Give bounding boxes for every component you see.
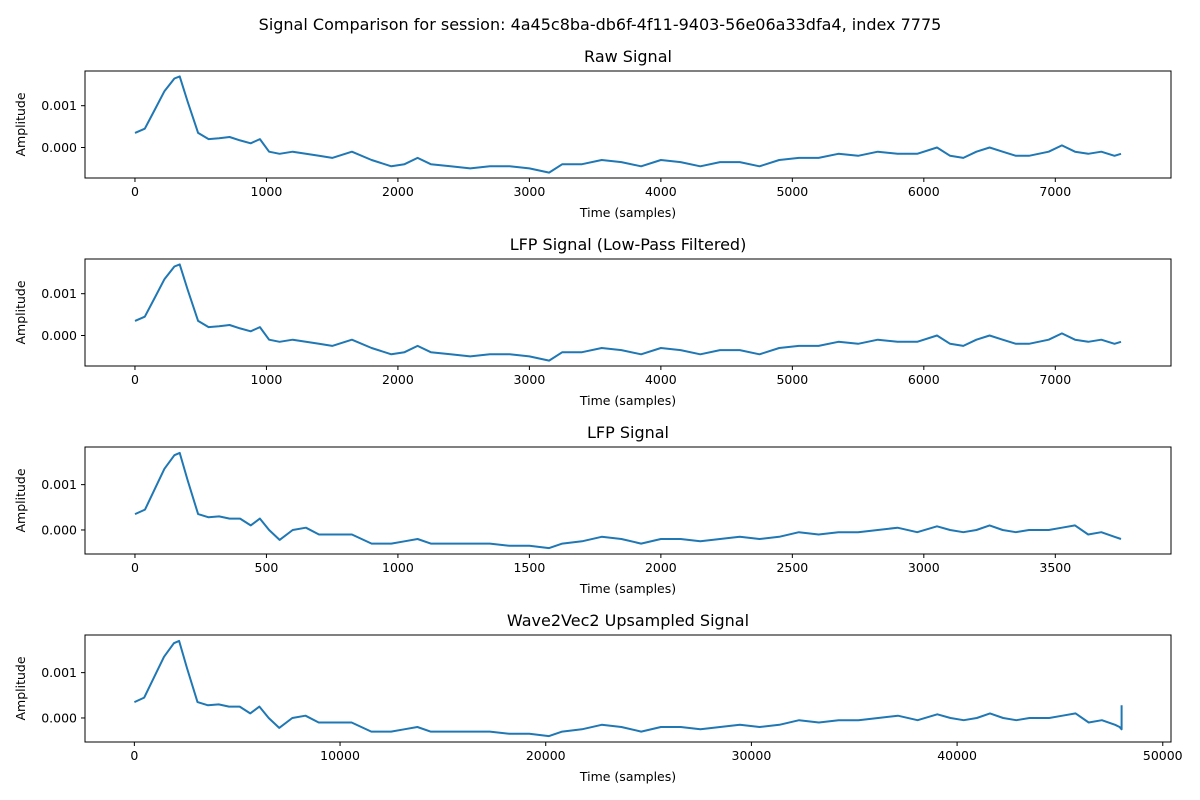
x-tick-label: 7000: [1039, 372, 1071, 387]
x-tick-label: 3500: [1039, 560, 1071, 575]
subplot-2: LFP Signal (Low-Pass Filtered) 0 1000 2000 3…: [13, 235, 1172, 408]
y-axis-label: Amplitude: [13, 468, 28, 532]
signal-line: [134, 451, 1122, 550]
y-tick-label: 0.000: [41, 328, 77, 343]
x-tick-label: 0: [131, 372, 139, 387]
x-tick-label: 4000: [645, 372, 677, 387]
y-axis-label: Amplitude: [13, 280, 28, 344]
x-axis-label: Time (samples): [579, 393, 676, 408]
x-tick-label: 5000: [776, 372, 808, 387]
x-tick-label: 30000: [732, 748, 772, 763]
x-tick-label: 10000: [320, 748, 360, 763]
y-axis-label: Amplitude: [13, 656, 28, 720]
y-axis-label: Amplitude: [13, 92, 28, 156]
subplot-4: Wave2Vec2 Upsampled Signal 0 10000 20000 300…: [13, 611, 1183, 784]
x-axis-label: Time (samples): [579, 769, 676, 784]
x-tick-label: 1500: [513, 560, 545, 575]
y-tick-label: 0.001: [41, 98, 77, 113]
x-tick-label: 2000: [382, 372, 414, 387]
x-tick-label: 3000: [513, 184, 545, 199]
y-tick-label: 0.001: [41, 477, 77, 492]
x-tick-label: 0: [131, 560, 139, 575]
x-tick-label: 2000: [645, 560, 677, 575]
x-tick-label: 5000: [776, 184, 808, 199]
subplot-3: LFP Signal 0 500 1000 1500 2000 2500 3000 3500 0.…: [13, 423, 1172, 596]
x-tick-label: 7000: [1039, 184, 1071, 199]
x-tick-label: 0: [131, 184, 139, 199]
plot-frame: [84, 446, 1172, 555]
subplot-title: LFP Signal (Low-Pass Filtered): [510, 235, 747, 254]
subplot-title: Raw Signal: [584, 47, 672, 66]
subplot-title: LFP Signal: [587, 423, 669, 442]
x-tick-label: 3000: [513, 372, 545, 387]
figure-title: Signal Comparison for session: 4a45c8ba-…: [259, 15, 942, 34]
y-tick-label: 0.000: [41, 522, 77, 537]
x-tick-label: 2500: [776, 560, 808, 575]
subplot-title: Wave2Vec2 Upsampled Signal: [507, 611, 749, 630]
x-tick-label: 1000: [382, 560, 414, 575]
plot-frame: [84, 634, 1172, 743]
x-axis-label: Time (samples): [579, 205, 676, 220]
x-tick-label: 3000: [908, 560, 940, 575]
plot-frame: [84, 70, 1172, 179]
x-tick-label: 2000: [382, 184, 414, 199]
signal-line: [133, 639, 1123, 738]
x-tick-label: 500: [255, 560, 279, 575]
y-tick-label: 0.000: [41, 140, 77, 155]
x-axis-label: Time (samples): [579, 581, 676, 596]
plot-frame: [84, 258, 1172, 367]
y-tick-label: 0.001: [41, 665, 77, 680]
x-tick-label: 0: [130, 748, 138, 763]
signal-line: [134, 75, 1122, 174]
x-tick-label: 1000: [251, 184, 283, 199]
x-tick-label: 6000: [908, 184, 940, 199]
x-tick-label: 40000: [937, 748, 977, 763]
y-tick-label: 0.001: [41, 286, 77, 301]
x-tick-label: 20000: [526, 748, 566, 763]
x-tick-label: 4000: [645, 184, 677, 199]
y-tick-label: 0.000: [41, 710, 77, 725]
x-tick-label: 1000: [251, 372, 283, 387]
x-tick-label: 50000: [1143, 748, 1183, 763]
x-tick-label: 6000: [908, 372, 940, 387]
subplot-1: Raw Signal 0 1000 2000 3000 4000 5000 6000 7000 0…: [13, 47, 1172, 220]
signal-line: [134, 263, 1122, 362]
